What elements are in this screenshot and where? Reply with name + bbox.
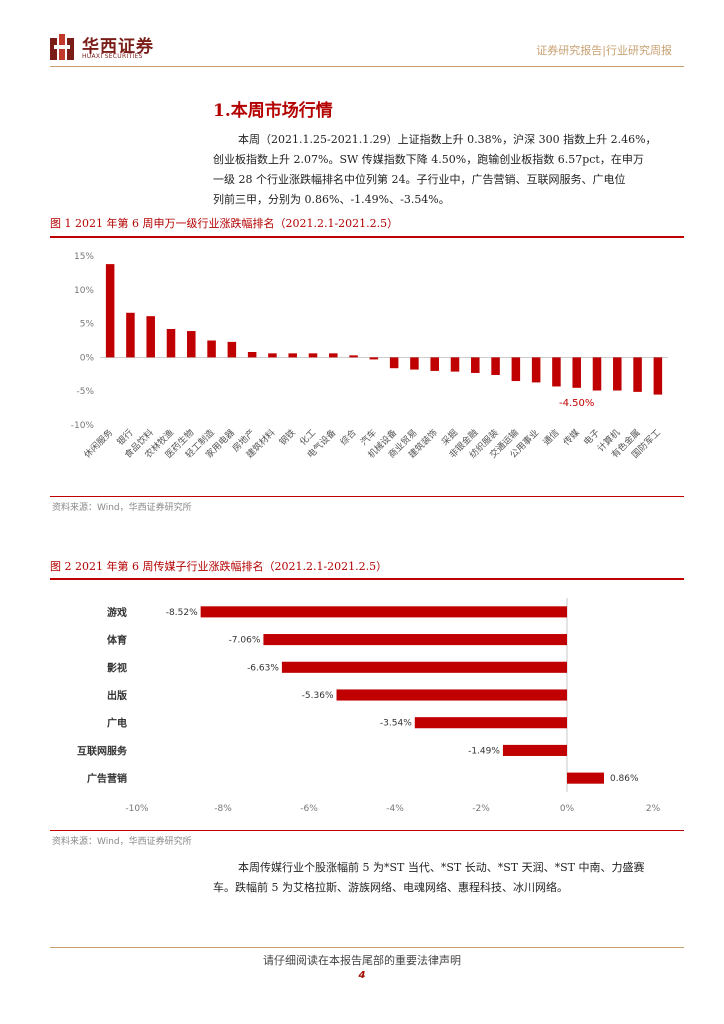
figure1-top-rule	[50, 236, 684, 238]
company-logo-icon	[50, 34, 74, 60]
category-label: 传媒	[561, 427, 582, 448]
bar	[592, 357, 602, 391]
bar	[247, 351, 257, 358]
bar	[126, 312, 135, 358]
paragraph-line: 列前三甲，分别为 0.86%、-1.49%、-3.54%。	[213, 193, 450, 206]
y-tick-label: -5%	[76, 387, 94, 397]
figure2-bottom-rule	[50, 830, 684, 831]
x-tick-label: -6%	[300, 804, 318, 814]
x-tick-label: 0%	[560, 804, 575, 814]
category-label: 广电	[107, 717, 127, 730]
figure2-caption: 图 2 2021 年第 6 周传媒子行业涨跌幅排名（2021.2.1-2021.…	[50, 560, 388, 573]
paragraph-line: 一级 28 个行业涨跌幅排名中位列第 24。子行业中，广告营销、互联网服务、广电…	[213, 173, 626, 186]
paragraph-line: 创业板指数上升 2.07%。SW 传媒指数下降 4.50%，跑输创业板指数 6.…	[213, 153, 644, 166]
bar	[369, 357, 379, 360]
data-label: -5.36%	[302, 691, 334, 701]
highlight-data-label: -4.50%	[559, 398, 594, 409]
x-tick-label: -8%	[214, 804, 232, 814]
category-label: 互联网服务	[77, 744, 128, 757]
bar	[491, 357, 500, 375]
bar	[414, 717, 567, 729]
category-label: 影视	[107, 661, 127, 674]
bar	[349, 355, 358, 358]
y-tick-label: -10%	[71, 421, 95, 431]
paragraph-line: 本周传媒行业个股涨幅前 5 为*ST 当代、*ST 长动、*ST 天润、*ST …	[238, 861, 645, 874]
figure1-caption: 图 1 2021 年第 6 周申万一级行业涨跌幅排名（2021.2.1-2021…	[50, 217, 399, 230]
data-label: -7.06%	[229, 636, 261, 646]
category-label: 广告营销	[87, 772, 127, 785]
data-label: -1.49%	[468, 746, 500, 756]
y-tick-label: 0%	[80, 353, 95, 363]
bar	[146, 316, 155, 358]
bar	[572, 357, 581, 388]
paragraph-line: 车。跌幅前 5 为艾格拉斯、游族网络、电魂网络、惠程科技、冰川网络。	[213, 881, 568, 894]
category-label: 钢铁	[277, 427, 298, 448]
category-label: 综合	[337, 427, 358, 448]
bar	[105, 264, 115, 358]
bar	[613, 357, 622, 391]
x-tick-label: -2%	[472, 804, 490, 814]
bar	[166, 329, 176, 358]
bar	[187, 331, 196, 358]
bar	[268, 353, 277, 358]
bar	[281, 661, 567, 673]
category-label: 通信	[540, 427, 561, 448]
logo-chinese-name: 华西证券	[82, 37, 154, 57]
header-divider	[50, 66, 684, 67]
data-label: -3.54%	[380, 719, 412, 729]
figure1-bottom-rule	[50, 496, 684, 497]
y-tick-label: 15%	[74, 252, 94, 262]
x-tick-label: -10%	[125, 804, 149, 814]
y-tick-label: 10%	[74, 286, 94, 296]
bar	[567, 772, 604, 784]
bar	[531, 357, 541, 383]
media-subsector-chart: 游戏 -8.52% 体育 -7.06% 影视 -6.63% 出版 -5.36% 广电 -3.54%…	[77, 598, 661, 814]
bar	[653, 357, 663, 395]
bar	[227, 341, 237, 358]
paragraph-line: 本周（2021.1.25-2021.1.29）上证指数上升 0.38%，沪深 3…	[238, 133, 657, 146]
bar	[430, 357, 439, 371]
bar	[207, 340, 216, 358]
bar	[308, 353, 318, 358]
bar	[511, 357, 521, 382]
bar	[200, 606, 567, 618]
legal-disclaimer: 请仔细阅读在本报告尾部的重要法律声明	[263, 954, 461, 967]
bar	[336, 689, 567, 701]
bar	[450, 357, 460, 372]
data-label: -6.63%	[247, 663, 279, 673]
category-label: 体育	[107, 634, 127, 647]
data-label: -8.52%	[166, 608, 198, 618]
bar	[633, 357, 642, 392]
category-label: 出版	[107, 689, 127, 702]
bar	[552, 357, 561, 387]
bar	[288, 353, 297, 358]
footer-divider	[50, 947, 684, 948]
figure1-source: 资料来源：Wind，华西证券研究所	[52, 503, 192, 513]
x-tick-label: -4%	[386, 804, 404, 814]
bar	[471, 357, 480, 373]
bar	[389, 357, 399, 369]
bar	[329, 353, 338, 358]
bar	[410, 357, 419, 370]
x-tick-label: 2%	[646, 804, 661, 814]
category-label: 休闲服务	[81, 427, 115, 461]
industry-ranking-chart: 15%10%5%0%-5%-10%休闲服务 银行食品饮料农林牧渔医药生物轻工制造家…	[71, 252, 668, 461]
figure2-source: 资料来源：Wind，华西证券研究所	[52, 837, 192, 847]
data-label: 0.86%	[610, 774, 639, 784]
bar	[263, 634, 567, 646]
figure2-top-rule	[50, 578, 684, 580]
logo-english-name: HUAXI SECURITIES	[82, 53, 143, 60]
bar	[502, 744, 567, 756]
category-label: 游戏	[107, 606, 127, 619]
section-title: 1.本周市场行情	[213, 101, 333, 121]
report-type-label: 证券研究报告|行业研究周报	[536, 44, 672, 57]
y-tick-label: 5%	[80, 320, 95, 330]
page-number: 4	[358, 970, 366, 981]
